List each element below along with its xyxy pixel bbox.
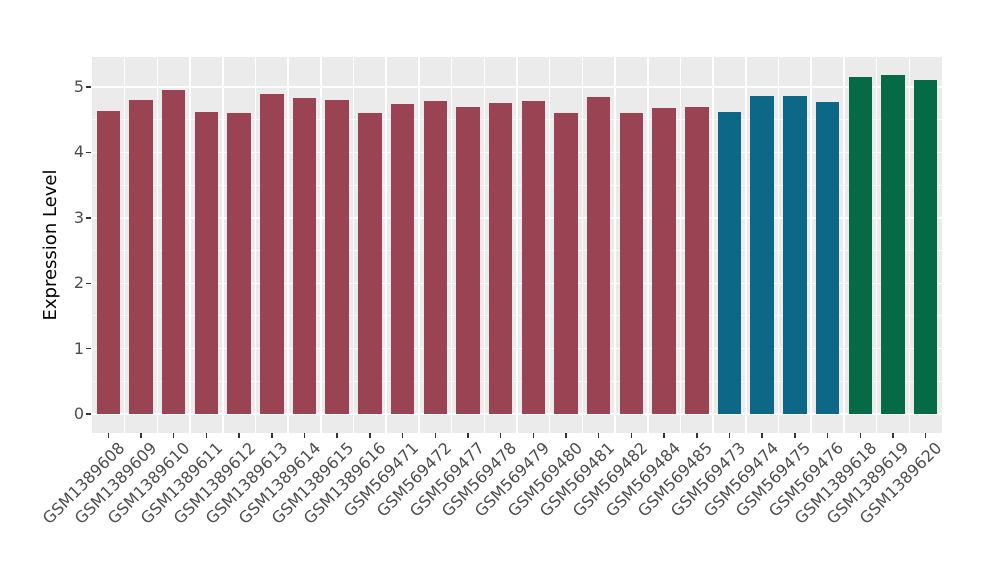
bar-GSM1389615 (325, 100, 349, 415)
x-tick-mark-GSM569480 (565, 433, 567, 438)
x-tick-mark-GSM1389616 (369, 433, 371, 438)
x-tick-mark-GSM1389611 (205, 433, 208, 438)
x-tick-mark-GSM1389612 (238, 433, 240, 438)
gridline-vertical-12 (483, 57, 486, 433)
y-tick-mark-3 (86, 217, 91, 219)
bar-GSM1389610 (161, 90, 186, 415)
bar-GSM569485 (685, 106, 709, 415)
y-tick-mark-5 (86, 86, 91, 88)
gridline-vertical-1 (123, 57, 126, 433)
gridline-vertical-5 (254, 57, 257, 433)
gridline-vertical-25 (908, 57, 911, 433)
gridline-vertical-15 (581, 57, 584, 433)
bar-GSM569477 (456, 106, 480, 415)
x-tick-mark-GSM569479 (532, 433, 535, 438)
bar-GSM569479 (521, 101, 546, 415)
y-tick-mark-4 (86, 151, 91, 154)
bar-GSM569475 (783, 95, 807, 415)
y-tick-label-1: 1 (73, 338, 84, 358)
bar-GSM1389611 (194, 111, 219, 415)
gridline-vertical-20 (745, 57, 747, 433)
gridline-vertical-10 (418, 57, 420, 433)
x-tick-mark-GSM569485 (696, 433, 698, 438)
gridline-vertical-8 (352, 57, 355, 433)
y-tick-label-0: 0 (73, 404, 84, 424)
x-tick-mark-GSM569474 (761, 433, 763, 438)
gridline-vertical-3 (189, 57, 191, 433)
y-tick-label-2: 2 (73, 273, 84, 293)
gridline-vertical-19 (712, 57, 714, 433)
y-tick-mark-1 (86, 347, 91, 350)
x-tick-mark-GSM569473 (728, 433, 731, 438)
x-tick-mark-GSM1389613 (271, 433, 273, 438)
bar-GSM1389612 (227, 113, 251, 415)
bar-GSM569480 (554, 113, 578, 415)
gridline-vertical-16 (614, 57, 616, 433)
bar-GSM1389609 (129, 99, 153, 415)
x-tick-mark-GSM569477 (467, 433, 469, 438)
bar-GSM1389620 (913, 79, 938, 415)
x-tick-mark-GSM569484 (663, 433, 665, 438)
gridline-vertical-18 (679, 57, 682, 433)
gridline-vertical-24 (875, 57, 878, 433)
bar-GSM1389616 (358, 112, 382, 415)
x-tick-mark-GSM569471 (401, 433, 404, 438)
bar-GSM569476 (815, 102, 840, 415)
bar-GSM1389608 (96, 111, 121, 415)
gridline-vertical-6 (287, 57, 289, 433)
gridline-vertical-21 (777, 57, 780, 433)
x-tick-mark-GSM569481 (597, 433, 600, 438)
bar-GSM1389614 (292, 98, 317, 415)
x-tick-mark-GSM569476 (826, 433, 829, 438)
bar-GSM1389613 (260, 94, 284, 415)
x-tick-mark-GSM1389620 (924, 433, 927, 438)
bar-GSM569482 (619, 112, 644, 415)
bar-GSM569474 (750, 96, 774, 415)
gridline-vertical-7 (320, 57, 322, 433)
gridline-vertical-9 (385, 57, 387, 433)
bar-GSM1389619 (881, 74, 905, 415)
y-axis-title: Expression Level (40, 169, 61, 321)
gridline-vertical-22 (810, 57, 812, 433)
y-tick-label-3: 3 (73, 207, 84, 227)
x-tick-mark-GSM1389614 (303, 433, 306, 438)
x-tick-mark-GSM1389615 (336, 433, 338, 438)
x-tick-mark-GSM1389610 (172, 433, 175, 438)
gridline-vertical-13 (516, 57, 518, 433)
bar-GSM569478 (488, 102, 513, 415)
x-tick-mark-GSM569478 (499, 433, 502, 438)
gridline-vertical-17 (647, 57, 649, 433)
bar-GSM569472 (423, 101, 448, 415)
bar-GSM1389618 (848, 77, 873, 415)
gridline-vertical-4 (222, 57, 224, 433)
gridline-vertical-11 (450, 57, 453, 433)
bar-GSM569481 (586, 96, 611, 415)
bar-GSM569484 (652, 108, 676, 415)
y-tick-mark-0 (86, 413, 91, 415)
x-tick-mark-GSM1389618 (859, 433, 862, 438)
gridline-vertical-23 (843, 57, 845, 433)
x-tick-mark-GSM1389608 (107, 433, 110, 438)
x-tick-mark-GSM569472 (434, 433, 437, 438)
y-tick-label-5: 5 (73, 77, 84, 97)
y-tick-label-4: 4 (73, 142, 84, 162)
x-tick-mark-GSM1389619 (892, 433, 894, 438)
gridline-vertical-2 (156, 57, 159, 433)
x-tick-mark-GSM569482 (630, 433, 633, 438)
x-tick-mark-GSM1389609 (140, 433, 142, 438)
bar-GSM569471 (390, 104, 415, 415)
gridline-vertical-14 (548, 57, 551, 433)
bar-GSM569473 (717, 111, 742, 415)
y-tick-mark-2 (86, 282, 91, 284)
x-tick-mark-GSM569475 (794, 433, 796, 438)
